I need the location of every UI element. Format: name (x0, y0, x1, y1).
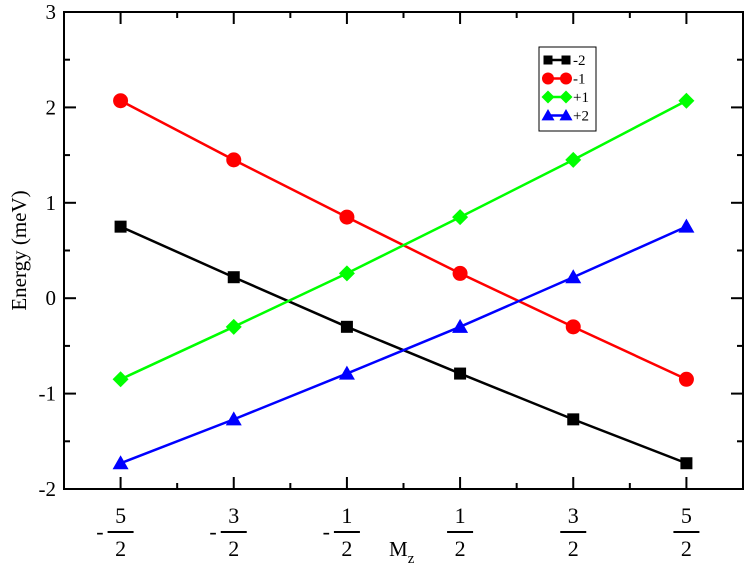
data-point-circle (560, 72, 572, 85)
data-point-diamond (559, 90, 573, 104)
x-tick-denominator: 2 (341, 536, 352, 561)
data-point-triangle (112, 455, 129, 470)
data-point-triangle (452, 318, 469, 333)
x-tick-numerator: 1 (341, 503, 352, 528)
data-point-circle (678, 371, 694, 387)
series-layer (112, 92, 695, 470)
series-line (120, 99, 687, 381)
data-point-square (227, 271, 240, 284)
data-point-circle (565, 319, 581, 335)
data-point-circle (542, 72, 554, 85)
series-line (120, 99, 687, 381)
data-point-circle (452, 265, 468, 281)
y-tick-labels: -2 -1 0 1 2 3 (39, 0, 57, 501)
x-tick-numerator: 3 (228, 503, 239, 528)
data-point-square (567, 413, 580, 426)
data-point-square (340, 320, 353, 333)
data-point-diamond (338, 265, 355, 282)
data-point-diamond (678, 92, 695, 109)
x-tick-label: 5 2- (96, 503, 134, 561)
plot-frame (63, 11, 744, 490)
x-tick-sign: - (323, 519, 330, 544)
x-tick-label: 12 (447, 503, 474, 561)
x-tick-numerator: 3 (568, 503, 579, 528)
x-axis-title-main: M (389, 537, 408, 561)
data-point-diamond (565, 151, 582, 168)
series-+1 (112, 92, 695, 388)
x-tick-label: 32 (560, 503, 587, 561)
x-tick-denominator: 2 (568, 536, 579, 561)
x-axis-title-subscript: z (408, 551, 415, 567)
data-point-square (114, 220, 127, 233)
x-tick-denominator: 2 (115, 536, 126, 561)
x-tick-denominator: 2 (455, 536, 466, 561)
data-point-diamond (112, 371, 129, 388)
data-point-diamond (541, 90, 555, 104)
y-tick-label: 0 (46, 286, 57, 310)
y-tick-label: -1 (39, 382, 57, 406)
legend: -2 -1 +1 +2 (538, 46, 597, 132)
x-axis-title: Mz (389, 537, 415, 567)
x-tick-label: 3 2- (209, 503, 247, 561)
legend-item: -2 (543, 53, 586, 69)
legend-item: +1 (541, 90, 589, 106)
data-point-square (680, 457, 693, 470)
data-point-square (561, 55, 571, 65)
x-tick-sign: - (96, 519, 103, 544)
data-point-triangle (565, 269, 582, 284)
data-point-square (454, 367, 467, 380)
x-tick-denominator: 2 (681, 536, 692, 561)
x-tick-label: 52 (673, 503, 700, 561)
y-tick-label: 1 (46, 191, 57, 215)
series-+2 (112, 218, 695, 470)
legend-item: +2 (541, 109, 589, 125)
data-point-circle (113, 93, 129, 109)
legend-item: -1 (542, 72, 586, 88)
legend-label: -1 (573, 72, 586, 88)
data-point-triangle (225, 411, 242, 426)
series-line (120, 225, 687, 465)
data-point-square (543, 55, 553, 65)
x-tick-denominator: 2 (228, 536, 239, 561)
legend-label: +1 (573, 90, 589, 106)
x-tick-numerator: 5 (115, 503, 126, 528)
y-tick-label: 2 (46, 95, 57, 119)
data-point-circle (226, 152, 242, 168)
legend-label: -2 (573, 53, 586, 69)
axis-ticks (64, 12, 743, 489)
x-tick-sign: - (209, 519, 216, 544)
x-tick-label: 1 2- (323, 503, 360, 561)
x-tick-numerator: 1 (455, 503, 466, 528)
y-tick-label: -2 (39, 477, 57, 501)
y-tick-label: 3 (46, 0, 57, 24)
data-point-triangle (338, 365, 355, 380)
data-point-triangle (678, 218, 695, 233)
data-point-triangle (541, 109, 555, 121)
data-point-circle (339, 209, 355, 225)
series-line (120, 225, 687, 465)
data-point-diamond (225, 318, 242, 335)
data-point-triangle (559, 109, 573, 121)
x-tick-numerator: 5 (681, 503, 692, 528)
legend-label: +2 (573, 109, 589, 125)
y-axis-title: Energy (meV) (7, 190, 31, 310)
data-point-diamond (452, 209, 469, 226)
